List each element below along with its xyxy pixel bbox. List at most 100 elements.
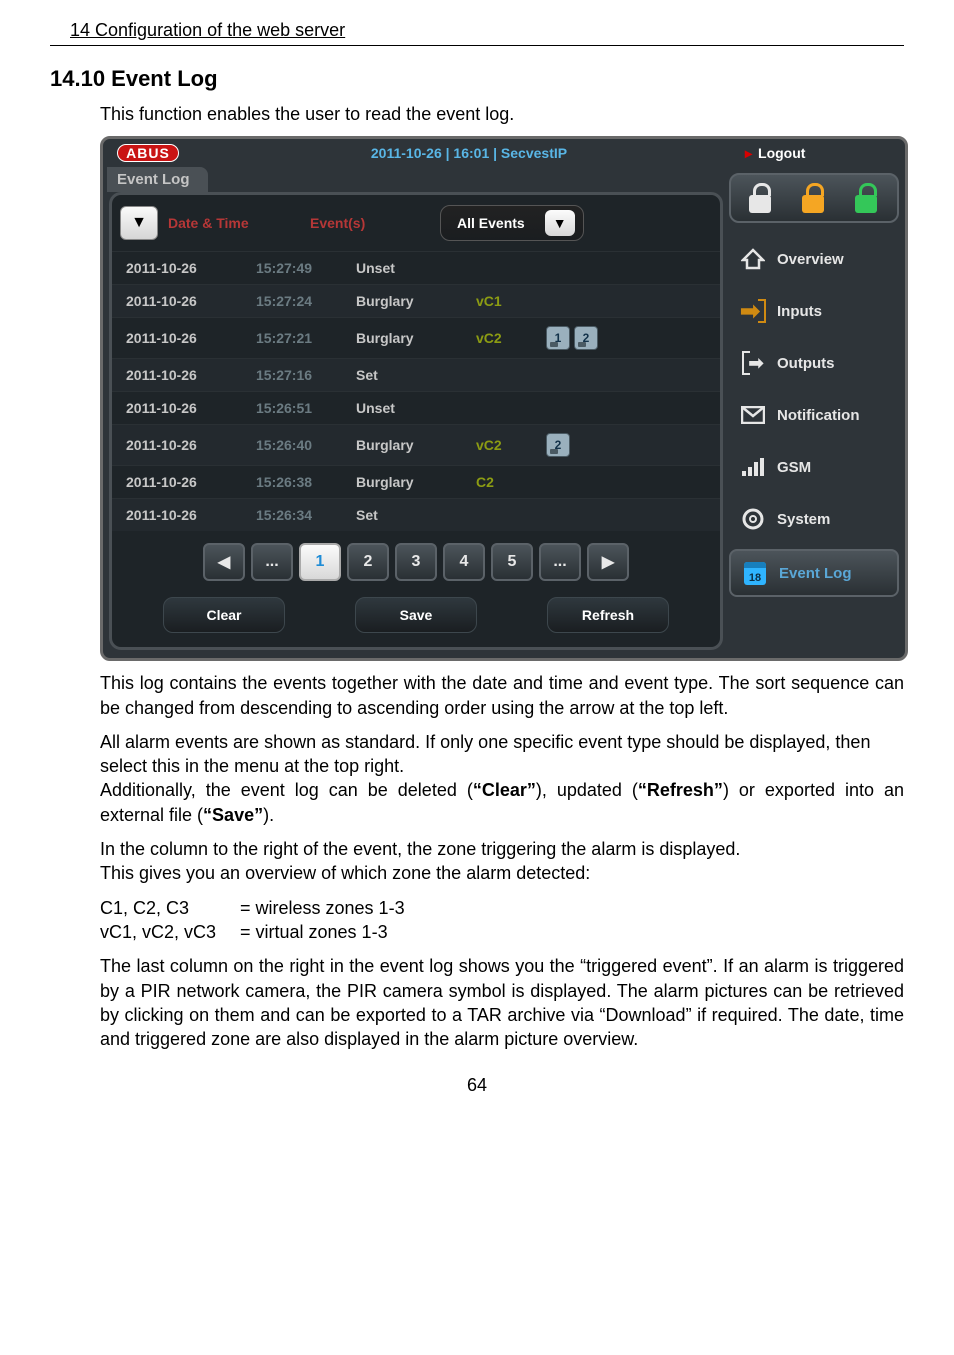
event-time: 15:26:51 bbox=[256, 400, 356, 416]
sidebar-label: System bbox=[777, 511, 830, 528]
output-arrow-icon: ➡︎ bbox=[739, 351, 767, 375]
event-row: 2011-10-2615:27:21BurglaryvC212 bbox=[112, 317, 720, 358]
event-row: 2011-10-2615:26:38BurglaryC2 bbox=[112, 465, 720, 498]
calendar-icon: 18 bbox=[741, 561, 769, 585]
pager-ellipsis[interactable]: ... bbox=[251, 543, 293, 581]
body-para-1: This log contains the events together wi… bbox=[100, 671, 904, 720]
pager-prev[interactable]: ◀ bbox=[203, 543, 245, 581]
event-panel: ▼ Date & Time Event(s) All Events ▼ bbox=[109, 192, 723, 650]
section-heading: 14.10 Event Log bbox=[50, 66, 904, 92]
event-date: 2011-10-26 bbox=[126, 437, 256, 453]
pager-1[interactable]: 1 bbox=[299, 543, 341, 581]
mail-icon bbox=[739, 403, 767, 427]
sidebar-item-eventlog[interactable]: 18 Event Log bbox=[729, 549, 899, 597]
sidebar-label: Outputs bbox=[777, 355, 835, 372]
sidebar-label: Event Log bbox=[779, 565, 852, 582]
header-datetime: 2011-10-26 | 16:01 | SecvestIP bbox=[193, 145, 745, 161]
sidebar-item-notification[interactable]: Notification bbox=[729, 393, 899, 437]
sidebar-item-overview[interactable]: Overview bbox=[729, 237, 899, 281]
sidebar-item-gsm[interactable]: GSM bbox=[729, 445, 899, 489]
input-arrow-icon: ➡︎ bbox=[739, 299, 767, 323]
event-zone: C2 bbox=[476, 474, 546, 490]
pager-4[interactable]: 4 bbox=[443, 543, 485, 581]
event-log-screenshot: ABUS 2011-10-26 | 16:01 | SecvestIP ▸Log… bbox=[100, 136, 908, 661]
event-row: 2011-10-2615:27:49Unset bbox=[112, 251, 720, 284]
event-type: Set bbox=[356, 367, 476, 383]
gsm-signal-icon bbox=[739, 455, 767, 479]
event-date: 2011-10-26 bbox=[126, 507, 256, 523]
event-date: 2011-10-26 bbox=[126, 474, 256, 490]
event-row: 2011-10-2615:27:16Set bbox=[112, 358, 720, 391]
body-para-2: All alarm events are shown as standard. … bbox=[100, 730, 904, 779]
arming-state-box bbox=[729, 173, 899, 223]
zone-definitions: C1, C2, C3= wireless zones 1-3 vC1, vC2,… bbox=[100, 896, 904, 945]
pager-5[interactable]: 5 bbox=[491, 543, 533, 581]
pager-ellipsis-2[interactable]: ... bbox=[539, 543, 581, 581]
pir-camera-icon[interactable]: 2 bbox=[546, 433, 570, 457]
event-type: Burglary bbox=[356, 293, 476, 309]
event-type: Burglary bbox=[356, 437, 476, 453]
event-row: 2011-10-2615:26:40BurglaryvC22 bbox=[112, 424, 720, 465]
intro-text: This function enables the user to read t… bbox=[100, 102, 904, 126]
event-time: 15:26:34 bbox=[256, 507, 356, 523]
event-date: 2011-10-26 bbox=[126, 260, 256, 276]
event-date: 2011-10-26 bbox=[126, 330, 256, 346]
lock-unset-icon[interactable] bbox=[745, 181, 777, 215]
event-zone: vC1 bbox=[476, 293, 546, 309]
sidebar-label: Overview bbox=[777, 251, 844, 268]
sidebar-item-system[interactable]: System bbox=[729, 497, 899, 541]
event-type: Unset bbox=[356, 260, 476, 276]
chevron-down-icon: ▼ bbox=[545, 210, 575, 236]
event-row: 2011-10-2615:27:24BurglaryvC1 bbox=[112, 284, 720, 317]
event-time: 15:26:38 bbox=[256, 474, 356, 490]
logout-link[interactable]: ▸Logout bbox=[745, 145, 905, 162]
sidebar-label: GSM bbox=[777, 459, 811, 476]
sidebar-label: Inputs bbox=[777, 303, 822, 320]
body-para-4b: This gives you an overview of which zone… bbox=[100, 861, 904, 885]
sort-toggle[interactable]: ▼ bbox=[120, 206, 158, 240]
divider bbox=[50, 45, 904, 46]
col-events: Event(s) bbox=[310, 215, 440, 231]
event-time: 15:27:24 bbox=[256, 293, 356, 309]
body-para-5: The last column on the right in the even… bbox=[100, 954, 904, 1051]
event-time: 15:27:21 bbox=[256, 330, 356, 346]
gear-icon bbox=[739, 507, 767, 531]
col-date-time: Date & Time bbox=[168, 215, 249, 231]
sidebar-item-outputs[interactable]: ➡︎ Outputs bbox=[729, 341, 899, 385]
event-date: 2011-10-26 bbox=[126, 293, 256, 309]
pager: ◀ ... 1 2 3 4 5 ... ▶ bbox=[112, 531, 720, 593]
pager-2[interactable]: 2 bbox=[347, 543, 389, 581]
event-type: Burglary bbox=[356, 474, 476, 490]
save-button[interactable]: Save bbox=[355, 597, 477, 633]
event-trigger: 12 bbox=[546, 326, 706, 350]
refresh-button[interactable]: Refresh bbox=[547, 597, 669, 633]
event-date: 2011-10-26 bbox=[126, 367, 256, 383]
event-date: 2011-10-26 bbox=[126, 400, 256, 416]
clear-button[interactable]: Clear bbox=[163, 597, 285, 633]
event-trigger: 2 bbox=[546, 433, 706, 457]
pager-3[interactable]: 3 bbox=[395, 543, 437, 581]
event-time: 15:26:40 bbox=[256, 437, 356, 453]
event-zone: vC2 bbox=[476, 437, 546, 453]
sidebar-label: Notification bbox=[777, 407, 860, 424]
event-type: Unset bbox=[356, 400, 476, 416]
event-log-tab[interactable]: Event Log bbox=[107, 167, 208, 192]
event-time: 15:27:49 bbox=[256, 260, 356, 276]
sidebar-item-inputs[interactable]: ➡︎ Inputs bbox=[729, 289, 899, 333]
event-type: Set bbox=[356, 507, 476, 523]
lock-set-icon[interactable] bbox=[851, 181, 883, 215]
event-zone: vC2 bbox=[476, 330, 546, 346]
event-row: 2011-10-2615:26:51Unset bbox=[112, 391, 720, 424]
pager-next[interactable]: ▶ bbox=[587, 543, 629, 581]
pir-camera-icon[interactable]: 2 bbox=[574, 326, 598, 350]
page-number: 64 bbox=[50, 1075, 904, 1096]
event-filter-select[interactable]: All Events ▼ bbox=[440, 205, 584, 241]
event-row: 2011-10-2615:26:34Set bbox=[112, 498, 720, 531]
pir-camera-icon[interactable]: 1 bbox=[546, 326, 570, 350]
body-para-4a: In the column to the right of the event,… bbox=[100, 837, 904, 861]
breadcrumb: 14 Configuration of the web server bbox=[50, 20, 904, 41]
body-para-3: Additionally, the event log can be delet… bbox=[100, 778, 904, 827]
home-icon bbox=[739, 247, 767, 271]
event-type: Burglary bbox=[356, 330, 476, 346]
lock-partset-icon[interactable] bbox=[798, 181, 830, 215]
